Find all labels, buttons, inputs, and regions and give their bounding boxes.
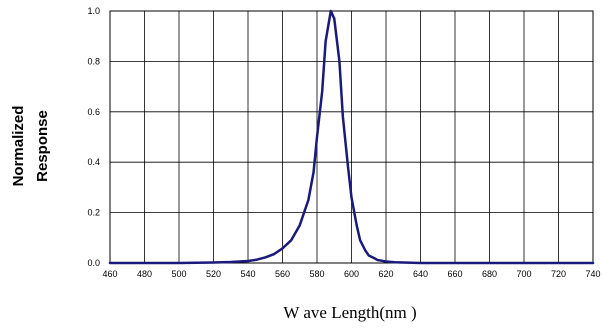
x-tick-label: 660: [447, 269, 462, 279]
series-layer: [108, 9, 595, 265]
x-tick-label: 720: [551, 269, 566, 279]
y-tick-label: 0.0: [87, 258, 100, 268]
x-tick-label: 480: [137, 269, 152, 279]
y-tick-labels: 0.0 0.2 0.4 0.6 0.8 1.0: [87, 6, 100, 268]
y-tick-label: 0.6: [87, 107, 100, 117]
x-tick-label: 580: [309, 269, 324, 279]
x-tick-label: 700: [516, 269, 531, 279]
x-tick-label: 460: [102, 269, 117, 279]
y-tick-label: 0.8: [87, 56, 100, 66]
x-tick-label: 560: [275, 269, 290, 279]
series-line: [108, 9, 595, 265]
y-axis-label-line-1: Normalized: [10, 106, 27, 187]
x-tick-label: 680: [482, 269, 497, 279]
x-tick-label: 600: [344, 269, 359, 279]
y-axis-label-line-2: Response: [34, 110, 51, 182]
x-tick-label: 540: [240, 269, 255, 279]
y-tick-label: 1.0: [87, 6, 100, 16]
x-tick-label: 500: [171, 269, 186, 279]
plot-frame: [109, 10, 594, 264]
x-tick-label: 640: [413, 269, 428, 279]
x-tick-label: 620: [378, 269, 393, 279]
x-tick-labels: 460 480 500 520 540 560 580 600 620 640 660 680 700 7…: [102, 269, 600, 279]
x-tick-label: 740: [585, 269, 600, 279]
plot-border: [109, 10, 594, 264]
x-axis-label: W ave Length(nm ): [283, 303, 416, 322]
grid: [109, 10, 594, 264]
x-tick-label: 520: [206, 269, 221, 279]
y-tick-label: 0.4: [87, 157, 100, 167]
y-tick-label: 0.2: [87, 208, 100, 218]
